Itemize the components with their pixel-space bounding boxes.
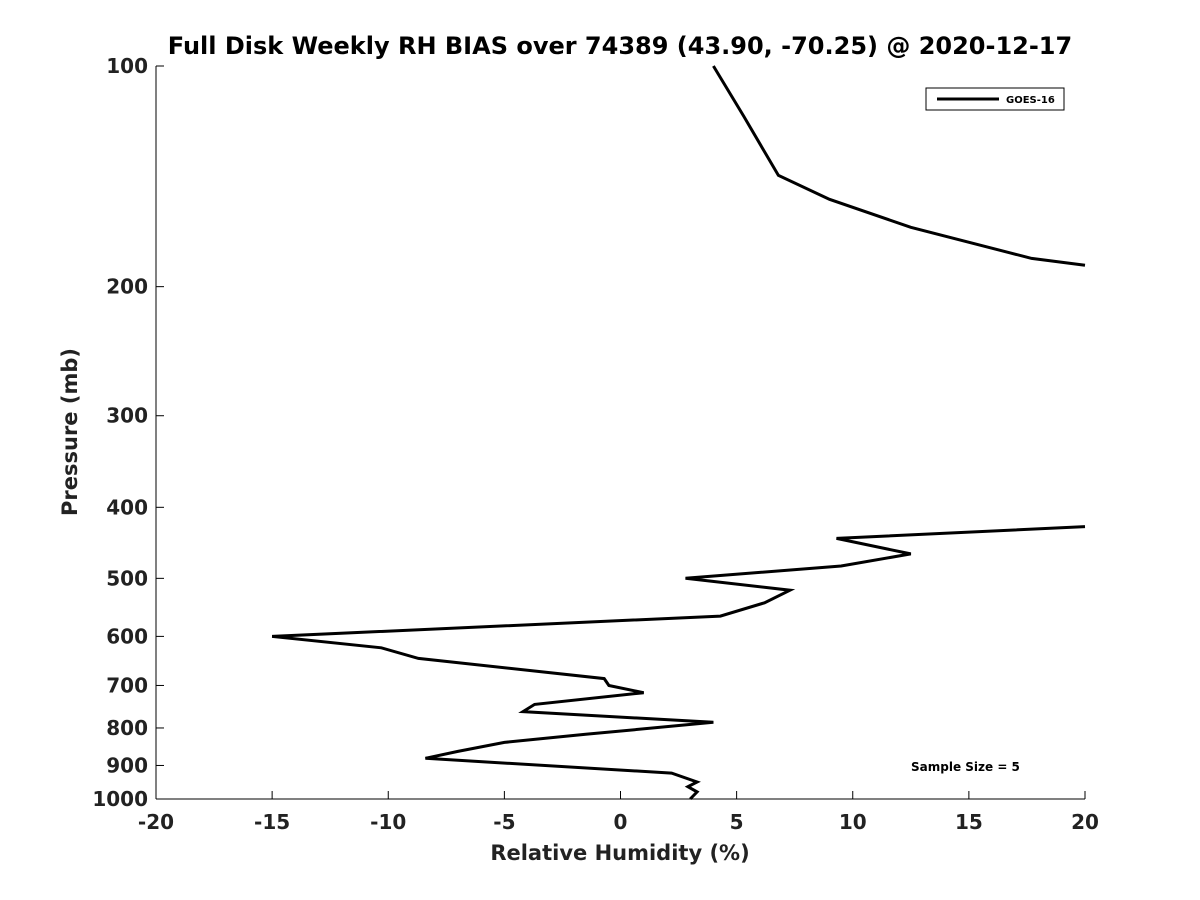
- y-tick-label: 500: [106, 566, 148, 590]
- series-layer: [271, 65, 1086, 801]
- x-tick-label: -5: [493, 810, 515, 834]
- y-tick-label: 900: [106, 753, 148, 777]
- x-tick-label: 15: [955, 810, 983, 834]
- legend: GOES-16: [925, 87, 1065, 111]
- y-axis-label: Pressure (mb): [58, 348, 82, 516]
- x-axis-label: Relative Humidity (%): [490, 841, 749, 865]
- sample-size-annotation: Sample Size = 5: [911, 760, 1020, 774]
- x-tick-label: -20: [138, 810, 174, 834]
- y-tick-label: 400: [106, 495, 148, 519]
- x-tick-label: 5: [730, 810, 744, 834]
- x-tick-label: -15: [254, 810, 290, 834]
- legend-label-goes16: GOES-16: [1006, 95, 1055, 106]
- y-tick-label: 300: [106, 404, 148, 428]
- x-tick-label: 20: [1071, 810, 1099, 834]
- plot-area: [156, 66, 1085, 799]
- y-tick-label: 600: [106, 624, 148, 648]
- x-tick-label: -10: [370, 810, 406, 834]
- y-tick-label: 700: [106, 673, 148, 697]
- chart-title: Full Disk Weekly RH BIAS over 74389 (43.…: [168, 32, 1072, 60]
- y-tick-label: 800: [106, 716, 148, 740]
- x-tick-label: 10: [839, 810, 867, 834]
- x-tick-label: 0: [614, 810, 628, 834]
- y-tick-label: 100: [106, 54, 148, 78]
- y-tick-label: 200: [106, 275, 148, 299]
- y-ticks: 100 200 300 400 500 600 700 800 900 1000: [92, 54, 164, 811]
- y-tick-label: 1000: [92, 787, 148, 811]
- series-line-goes16: [271, 65, 1086, 801]
- x-ticks: -20 -15 -10 -5 0 5 10 15 20: [138, 791, 1099, 834]
